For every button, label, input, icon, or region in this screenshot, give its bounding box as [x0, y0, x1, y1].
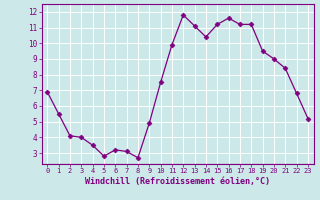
X-axis label: Windchill (Refroidissement éolien,°C): Windchill (Refroidissement éolien,°C) [85, 177, 270, 186]
